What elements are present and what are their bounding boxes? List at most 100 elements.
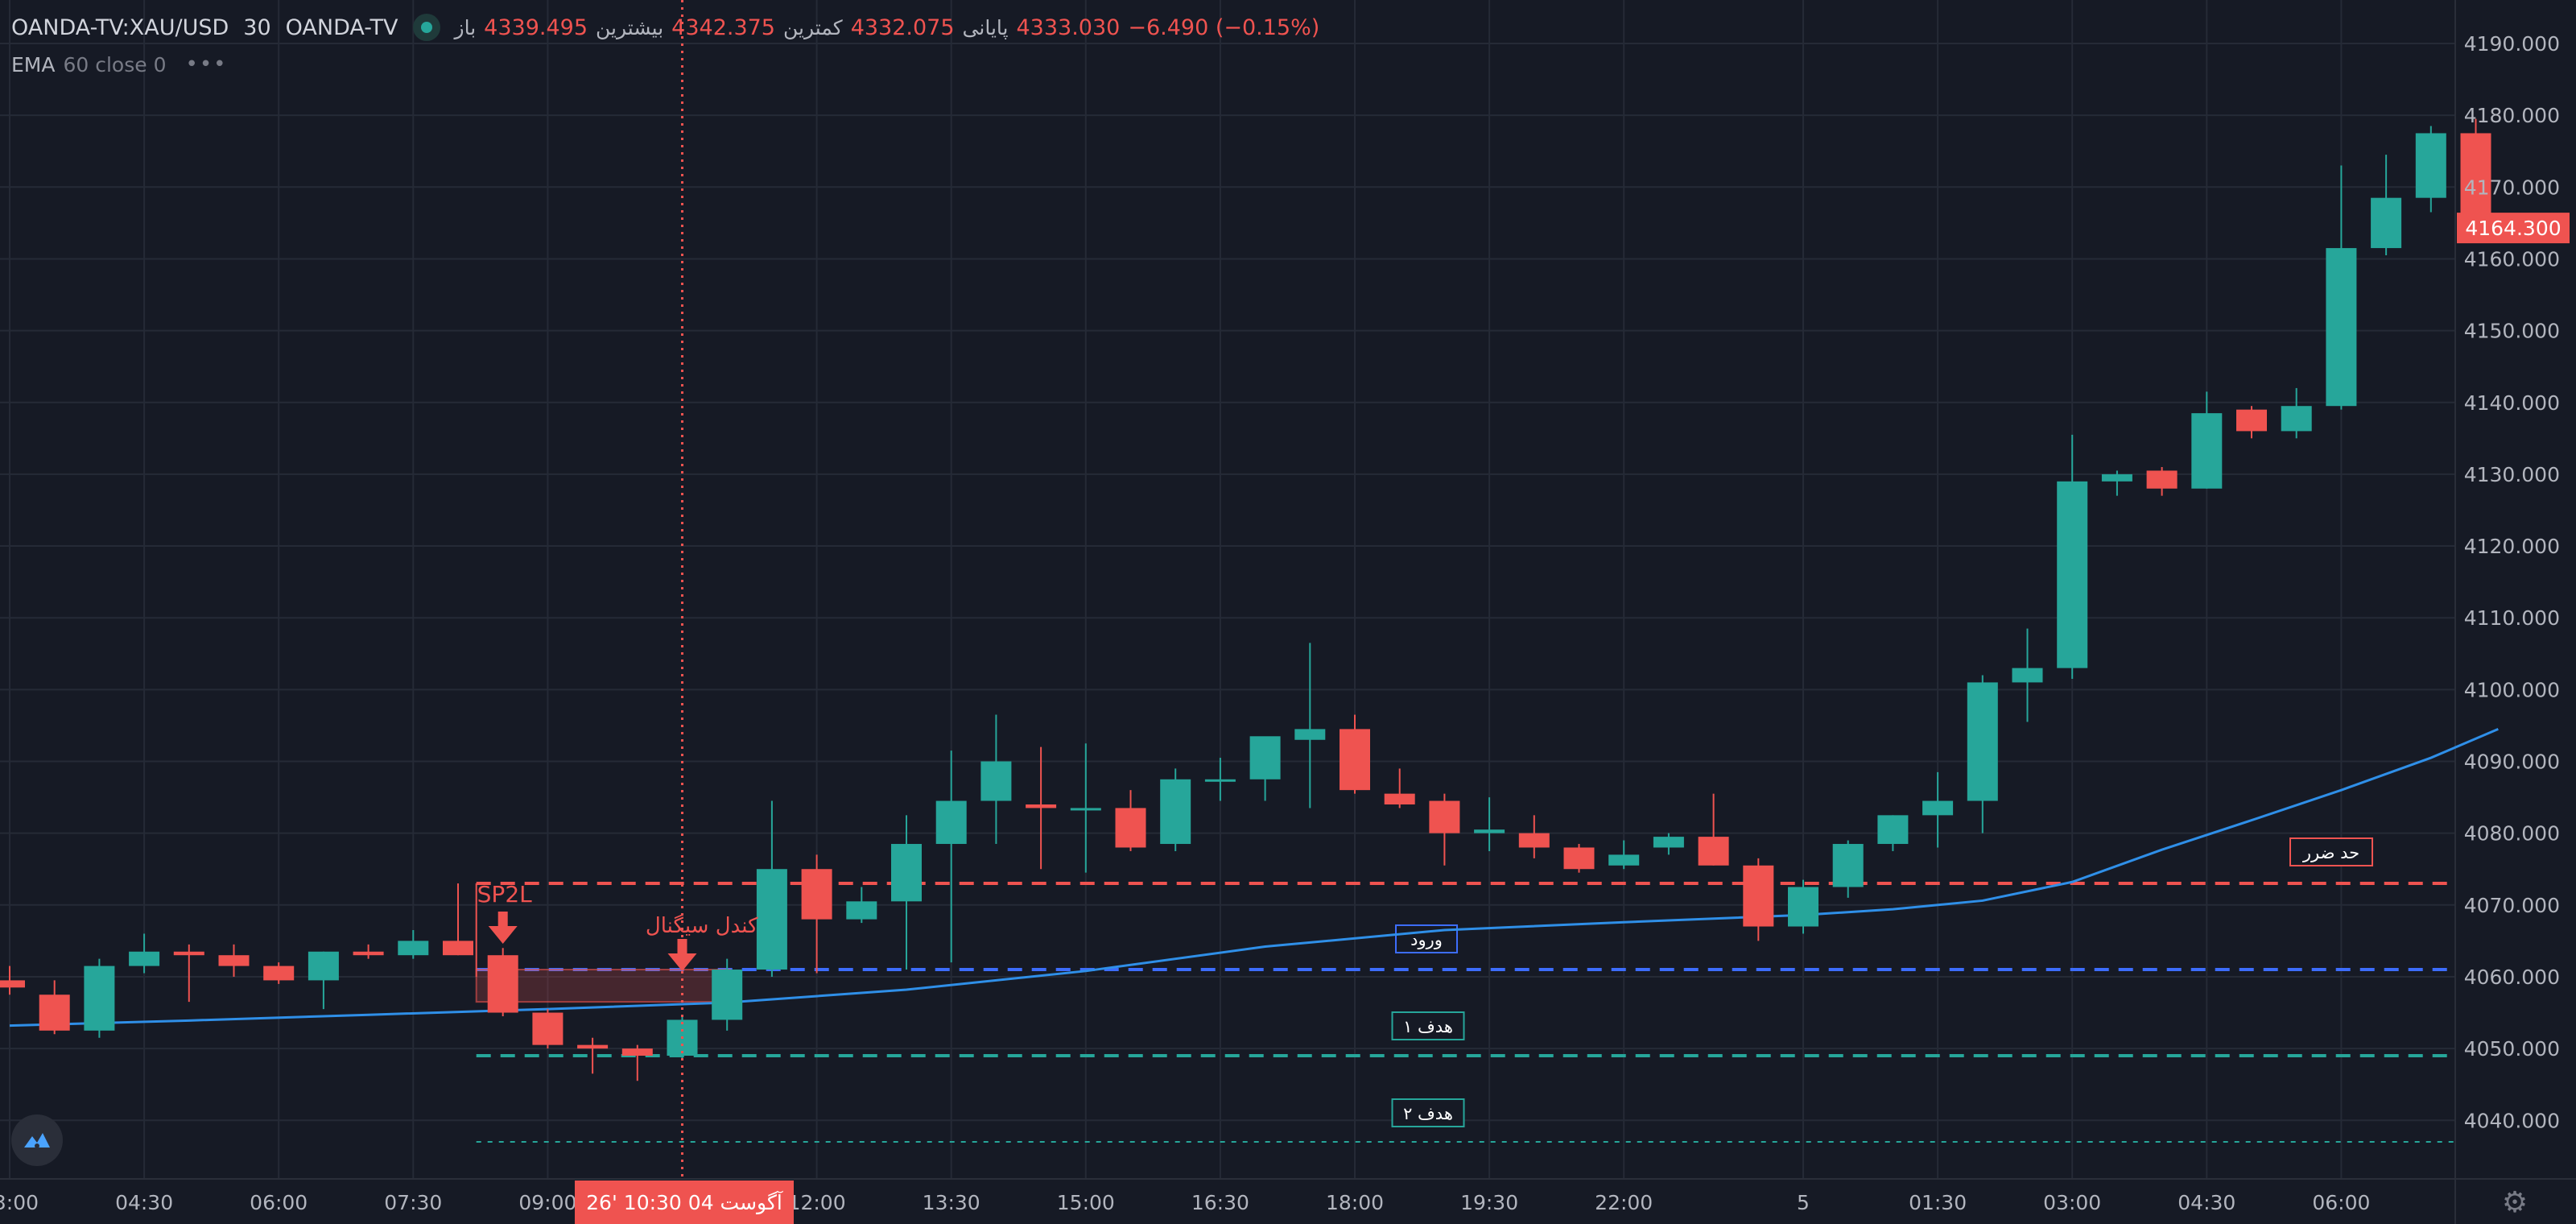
interval-label[interactable]: 30 bbox=[243, 14, 271, 40]
target-1-label: هدف ۱ bbox=[1403, 1017, 1453, 1036]
candle-body bbox=[1204, 779, 1236, 782]
sp2l-arrow-shaft bbox=[497, 912, 508, 928]
y-tick-label: 4050.000 bbox=[2464, 1037, 2560, 1061]
crosshair-time-box bbox=[575, 1181, 794, 1224]
candle-body bbox=[487, 955, 518, 1013]
x-tick-label: 06:00 bbox=[250, 1191, 308, 1214]
indicator-legend[interactable]: EMA 60 close 0 ••• bbox=[11, 50, 228, 79]
candle-body bbox=[1788, 887, 1818, 927]
candle-body bbox=[1563, 847, 1595, 870]
candle-body bbox=[353, 951, 384, 956]
candle-body bbox=[129, 951, 160, 966]
low-value: 4332.075 bbox=[850, 14, 955, 40]
x-axis: 03:00 04:30 06:00 07:30 09:00 12:00 13:30 15:00… bbox=[0, 1191, 2370, 1214]
open-value: 4339.495 bbox=[484, 14, 588, 40]
y-tick-label: 4150.000 bbox=[2464, 320, 2560, 343]
candle-body bbox=[1967, 682, 1998, 801]
candle-body bbox=[218, 955, 250, 966]
x-tick-label: 07:30 bbox=[384, 1191, 442, 1214]
candle-body bbox=[2415, 133, 2446, 198]
high-label: بیشترین bbox=[596, 15, 664, 39]
candle-body bbox=[846, 901, 877, 920]
candle-body bbox=[1429, 800, 1460, 833]
candle-body bbox=[398, 941, 429, 956]
x-tick-label: 01:30 bbox=[1909, 1191, 1967, 1214]
symbol-title[interactable]: OANDA-TV:XAU/USD bbox=[11, 14, 229, 40]
candle-body bbox=[84, 966, 115, 1031]
change-value: −6.490 (−0.15%) bbox=[1128, 14, 1320, 40]
stop-loss-label: حد ضرر bbox=[2302, 843, 2359, 862]
candle-body bbox=[1026, 804, 1057, 808]
x-tick-label: 09:00 bbox=[518, 1191, 576, 1214]
annotations: SP2L کندل سیگنال 26' آگوست 04 10:30 bbox=[477, 0, 794, 1224]
x-tick-label: 03:00 bbox=[0, 1191, 39, 1214]
x-tick-label: 03:00 bbox=[2043, 1191, 2101, 1214]
settings-gear-icon[interactable]: ⚙ bbox=[2501, 1186, 2529, 1219]
market-status-icon[interactable] bbox=[412, 14, 440, 41]
more-options-icon[interactable]: ••• bbox=[185, 52, 228, 76]
signal-arrow-head bbox=[667, 953, 697, 971]
candle-body bbox=[1653, 837, 1684, 848]
candle-body bbox=[1608, 854, 1640, 866]
high-value: 4342.375 bbox=[671, 14, 775, 40]
ohlc-values: باز 4339.495 بیشترین 4342.375 کمترین 433… bbox=[455, 15, 1320, 40]
x-tick-label: 22:00 bbox=[1595, 1191, 1653, 1214]
crosshair-time-label: 26' آگوست 04 10:30 bbox=[586, 1190, 783, 1214]
candle-body bbox=[756, 869, 787, 970]
candle-body bbox=[2326, 248, 2357, 407]
candle-body bbox=[1922, 800, 1954, 816]
candle-body bbox=[1743, 865, 1774, 927]
candle-body bbox=[577, 1044, 609, 1049]
candle-body bbox=[1384, 793, 1415, 804]
candle-body bbox=[2371, 197, 2402, 249]
y-tick-label: 4100.000 bbox=[2464, 678, 2560, 701]
signal-zone bbox=[475, 883, 732, 1003]
y-tick-label: 4120.000 bbox=[2464, 535, 2560, 558]
candle-body bbox=[801, 869, 832, 920]
candle-body bbox=[1160, 779, 1191, 845]
x-tick-label: 04:30 bbox=[2178, 1191, 2235, 1214]
candle-body bbox=[443, 941, 473, 956]
signal-zone-rect bbox=[475, 969, 732, 1003]
y-tick-label: 4130.000 bbox=[2464, 463, 2560, 486]
y-tick-label: 4190.000 bbox=[2464, 32, 2560, 56]
open-label: باز bbox=[454, 15, 477, 39]
candle-body bbox=[1340, 729, 1370, 791]
target-1-box bbox=[1391, 1011, 1465, 1040]
y-tick-label: 4090.000 bbox=[2464, 751, 2560, 774]
x-tick-label: 12:00 bbox=[788, 1191, 846, 1214]
candle-body bbox=[1070, 808, 1101, 811]
signal-arrow-shaft bbox=[677, 939, 687, 955]
candle-body bbox=[0, 980, 25, 988]
tradingview-logo-icon[interactable] bbox=[11, 1114, 63, 1166]
y-tick-label: 4060.000 bbox=[2464, 966, 2560, 989]
y-axis[interactable]: 4190.000 4180.000 4170.000 4160.000 4150.000… bbox=[2457, 32, 2570, 1132]
candle-body bbox=[1474, 829, 1505, 833]
last-price-label: 4164.300 bbox=[2465, 217, 2561, 240]
stop-loss-box bbox=[2289, 837, 2373, 866]
y-tick-label: 4140.000 bbox=[2464, 391, 2560, 415]
candle-body bbox=[1877, 815, 1909, 845]
candle-body bbox=[2236, 409, 2267, 432]
candle-body bbox=[712, 970, 743, 1020]
sp2l-label: SP2L bbox=[477, 881, 532, 908]
last-price-box bbox=[2457, 213, 2570, 244]
candle-body bbox=[1115, 808, 1146, 848]
low-label: کمترین bbox=[783, 15, 843, 39]
candles bbox=[0, 118, 2491, 1081]
candle-body bbox=[173, 951, 204, 956]
target-2-box bbox=[1391, 1098, 1465, 1127]
x-tick-label: 16:30 bbox=[1191, 1191, 1249, 1214]
candle-body bbox=[621, 1048, 653, 1057]
candle-body bbox=[2057, 481, 2088, 668]
exchange-label: OANDA-TV bbox=[285, 14, 398, 40]
candle-body bbox=[1698, 837, 1729, 866]
x-tick-label: 18:00 bbox=[1326, 1191, 1384, 1214]
candle-body bbox=[980, 761, 1012, 801]
y-tick-label: 4040.000 bbox=[2464, 1109, 2560, 1132]
candle-body bbox=[1518, 833, 1550, 848]
x-tick-label: 13:30 bbox=[923, 1191, 980, 1214]
chart-legend: OANDA-TV:XAU/USD 30 OANDA-TV باز 4339.49… bbox=[11, 11, 1319, 43]
